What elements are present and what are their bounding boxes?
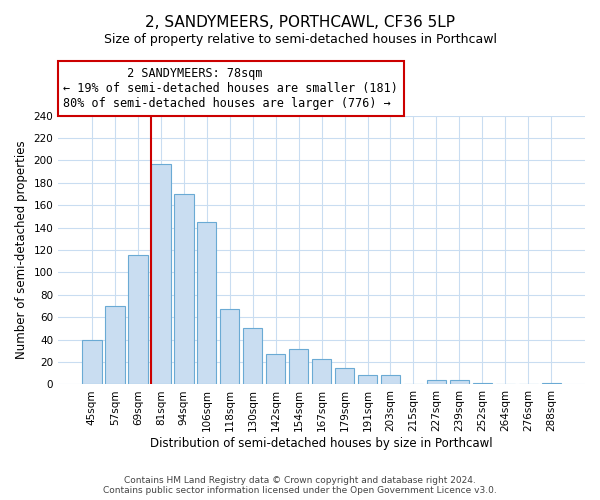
Text: Contains HM Land Registry data © Crown copyright and database right 2024.
Contai: Contains HM Land Registry data © Crown c… xyxy=(103,476,497,495)
Bar xyxy=(358,376,377,384)
Bar xyxy=(266,354,286,384)
Bar xyxy=(151,164,170,384)
Text: 2 SANDYMEERS: 78sqm
← 19% of semi-detached houses are smaller (181)
80% of semi-: 2 SANDYMEERS: 78sqm ← 19% of semi-detach… xyxy=(64,68,398,110)
Bar xyxy=(243,328,262,384)
Bar xyxy=(105,306,125,384)
Bar xyxy=(289,348,308,384)
Bar xyxy=(312,358,331,384)
Bar xyxy=(197,222,217,384)
Bar xyxy=(220,310,239,384)
Bar xyxy=(449,380,469,384)
X-axis label: Distribution of semi-detached houses by size in Porthcawl: Distribution of semi-detached houses by … xyxy=(150,437,493,450)
Text: 2, SANDYMEERS, PORTHCAWL, CF36 5LP: 2, SANDYMEERS, PORTHCAWL, CF36 5LP xyxy=(145,15,455,30)
Bar xyxy=(381,376,400,384)
Bar xyxy=(174,194,194,384)
Bar xyxy=(335,368,355,384)
Text: Size of property relative to semi-detached houses in Porthcawl: Size of property relative to semi-detach… xyxy=(104,32,497,46)
Bar xyxy=(128,254,148,384)
Bar xyxy=(427,380,446,384)
Bar xyxy=(82,340,101,384)
Y-axis label: Number of semi-detached properties: Number of semi-detached properties xyxy=(15,141,28,360)
